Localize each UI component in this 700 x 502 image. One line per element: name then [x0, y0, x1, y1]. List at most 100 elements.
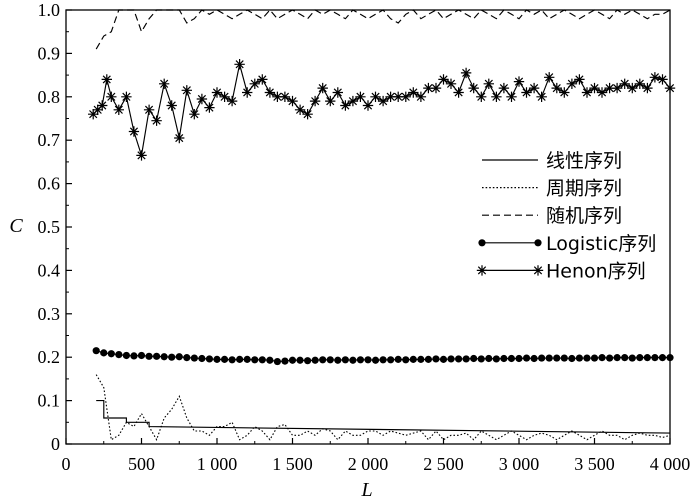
data-point [257, 74, 268, 85]
data-point [145, 352, 153, 360]
data-point [545, 354, 553, 362]
data-point [325, 95, 336, 107]
data-point [643, 354, 651, 362]
data-point [491, 91, 502, 102]
data-point [273, 357, 281, 366]
data-point [424, 355, 432, 363]
y-tick-label: 0.1 [38, 391, 61, 411]
data-point [666, 354, 674, 362]
data-point [122, 351, 130, 360]
data-point [658, 354, 667, 362]
data-point [88, 109, 99, 120]
data-point [234, 59, 245, 70]
data-point [319, 356, 327, 364]
data-point [642, 82, 653, 94]
x-axis-label: L [360, 479, 372, 501]
data-point [627, 82, 638, 94]
data-point [198, 354, 206, 363]
data-point [106, 91, 117, 102]
data-point [251, 356, 259, 364]
data-point [362, 100, 374, 111]
data-point [100, 349, 108, 357]
x-tick-label: 4 000 [650, 454, 691, 474]
data-point [296, 356, 304, 364]
data-point [168, 353, 176, 361]
data-point [258, 356, 266, 364]
data-point [574, 74, 585, 85]
data-point [619, 78, 630, 89]
data-point [175, 353, 183, 361]
data-point [371, 356, 380, 364]
legend-item: Logistic序列 [478, 233, 656, 255]
legend-item: 线性序列 [482, 150, 622, 172]
data-point [522, 354, 531, 362]
data-point [385, 91, 396, 102]
legend-marker [478, 239, 486, 247]
data-point [590, 354, 599, 362]
data-point [544, 72, 555, 83]
legend-label: 线性序列 [546, 150, 622, 172]
data-point [455, 355, 463, 363]
data-point [507, 354, 516, 363]
y-tick-label: 0.2 [38, 347, 61, 367]
data-point [506, 91, 517, 102]
data-point [611, 82, 623, 94]
data-point [236, 355, 244, 363]
data-point [498, 82, 510, 94]
data-point [468, 82, 479, 94]
legend-item: 随机序列 [482, 205, 622, 227]
data-point [500, 354, 508, 363]
legend-item: 周期序列 [482, 178, 622, 200]
y-tick-label: 0.3 [38, 304, 61, 324]
x-tick-label: 2 000 [348, 454, 389, 474]
data-point [190, 354, 198, 362]
data-point [400, 91, 411, 102]
legend-marker [476, 265, 488, 276]
data-point [462, 355, 470, 363]
data-point [153, 352, 161, 360]
data-point [560, 354, 568, 362]
data-point [536, 91, 547, 102]
y-tick-label: 0.5 [38, 217, 61, 237]
data-point [101, 74, 112, 85]
data-point [249, 78, 260, 89]
data-point [581, 87, 593, 98]
data-point [288, 356, 297, 364]
legend-item: Henon序列 [476, 260, 646, 282]
series-line [95, 374, 671, 442]
data-point [409, 355, 417, 363]
data-point [402, 356, 410, 364]
x-tick-label: 500 [128, 454, 155, 474]
data-point [326, 356, 334, 364]
data-point [379, 356, 387, 364]
legend-label: Henon序列 [546, 260, 646, 282]
y-axis-label: C [9, 215, 23, 237]
data-point [196, 93, 208, 105]
x-tick-label: 2 500 [423, 454, 464, 474]
y-tick-label: 1.0 [38, 0, 61, 20]
data-point [107, 350, 115, 358]
data-point [304, 357, 312, 365]
data-point [130, 352, 138, 360]
data-point [634, 78, 645, 89]
data-point [113, 104, 124, 115]
data-point [423, 82, 434, 94]
data-point [311, 356, 319, 364]
data-point [664, 82, 676, 94]
series-4 [88, 59, 676, 161]
x-tick-label: 3 500 [574, 454, 615, 474]
data-point [317, 82, 328, 94]
data-point [417, 355, 425, 363]
data-point [432, 355, 440, 363]
legend-marker [532, 265, 544, 276]
data-point [137, 351, 146, 360]
data-point [272, 91, 283, 102]
data-point [530, 354, 538, 363]
data-point [174, 132, 185, 144]
data-point [294, 104, 306, 115]
data-point [189, 109, 200, 120]
data-point [213, 355, 221, 363]
y-tick-label: 0.9 [38, 43, 61, 63]
